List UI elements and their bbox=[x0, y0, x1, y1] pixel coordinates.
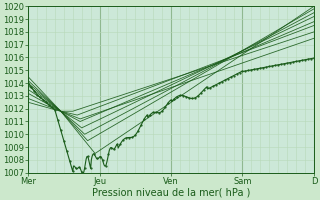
X-axis label: Pression niveau de la mer( hPa ): Pression niveau de la mer( hPa ) bbox=[92, 187, 250, 197]
